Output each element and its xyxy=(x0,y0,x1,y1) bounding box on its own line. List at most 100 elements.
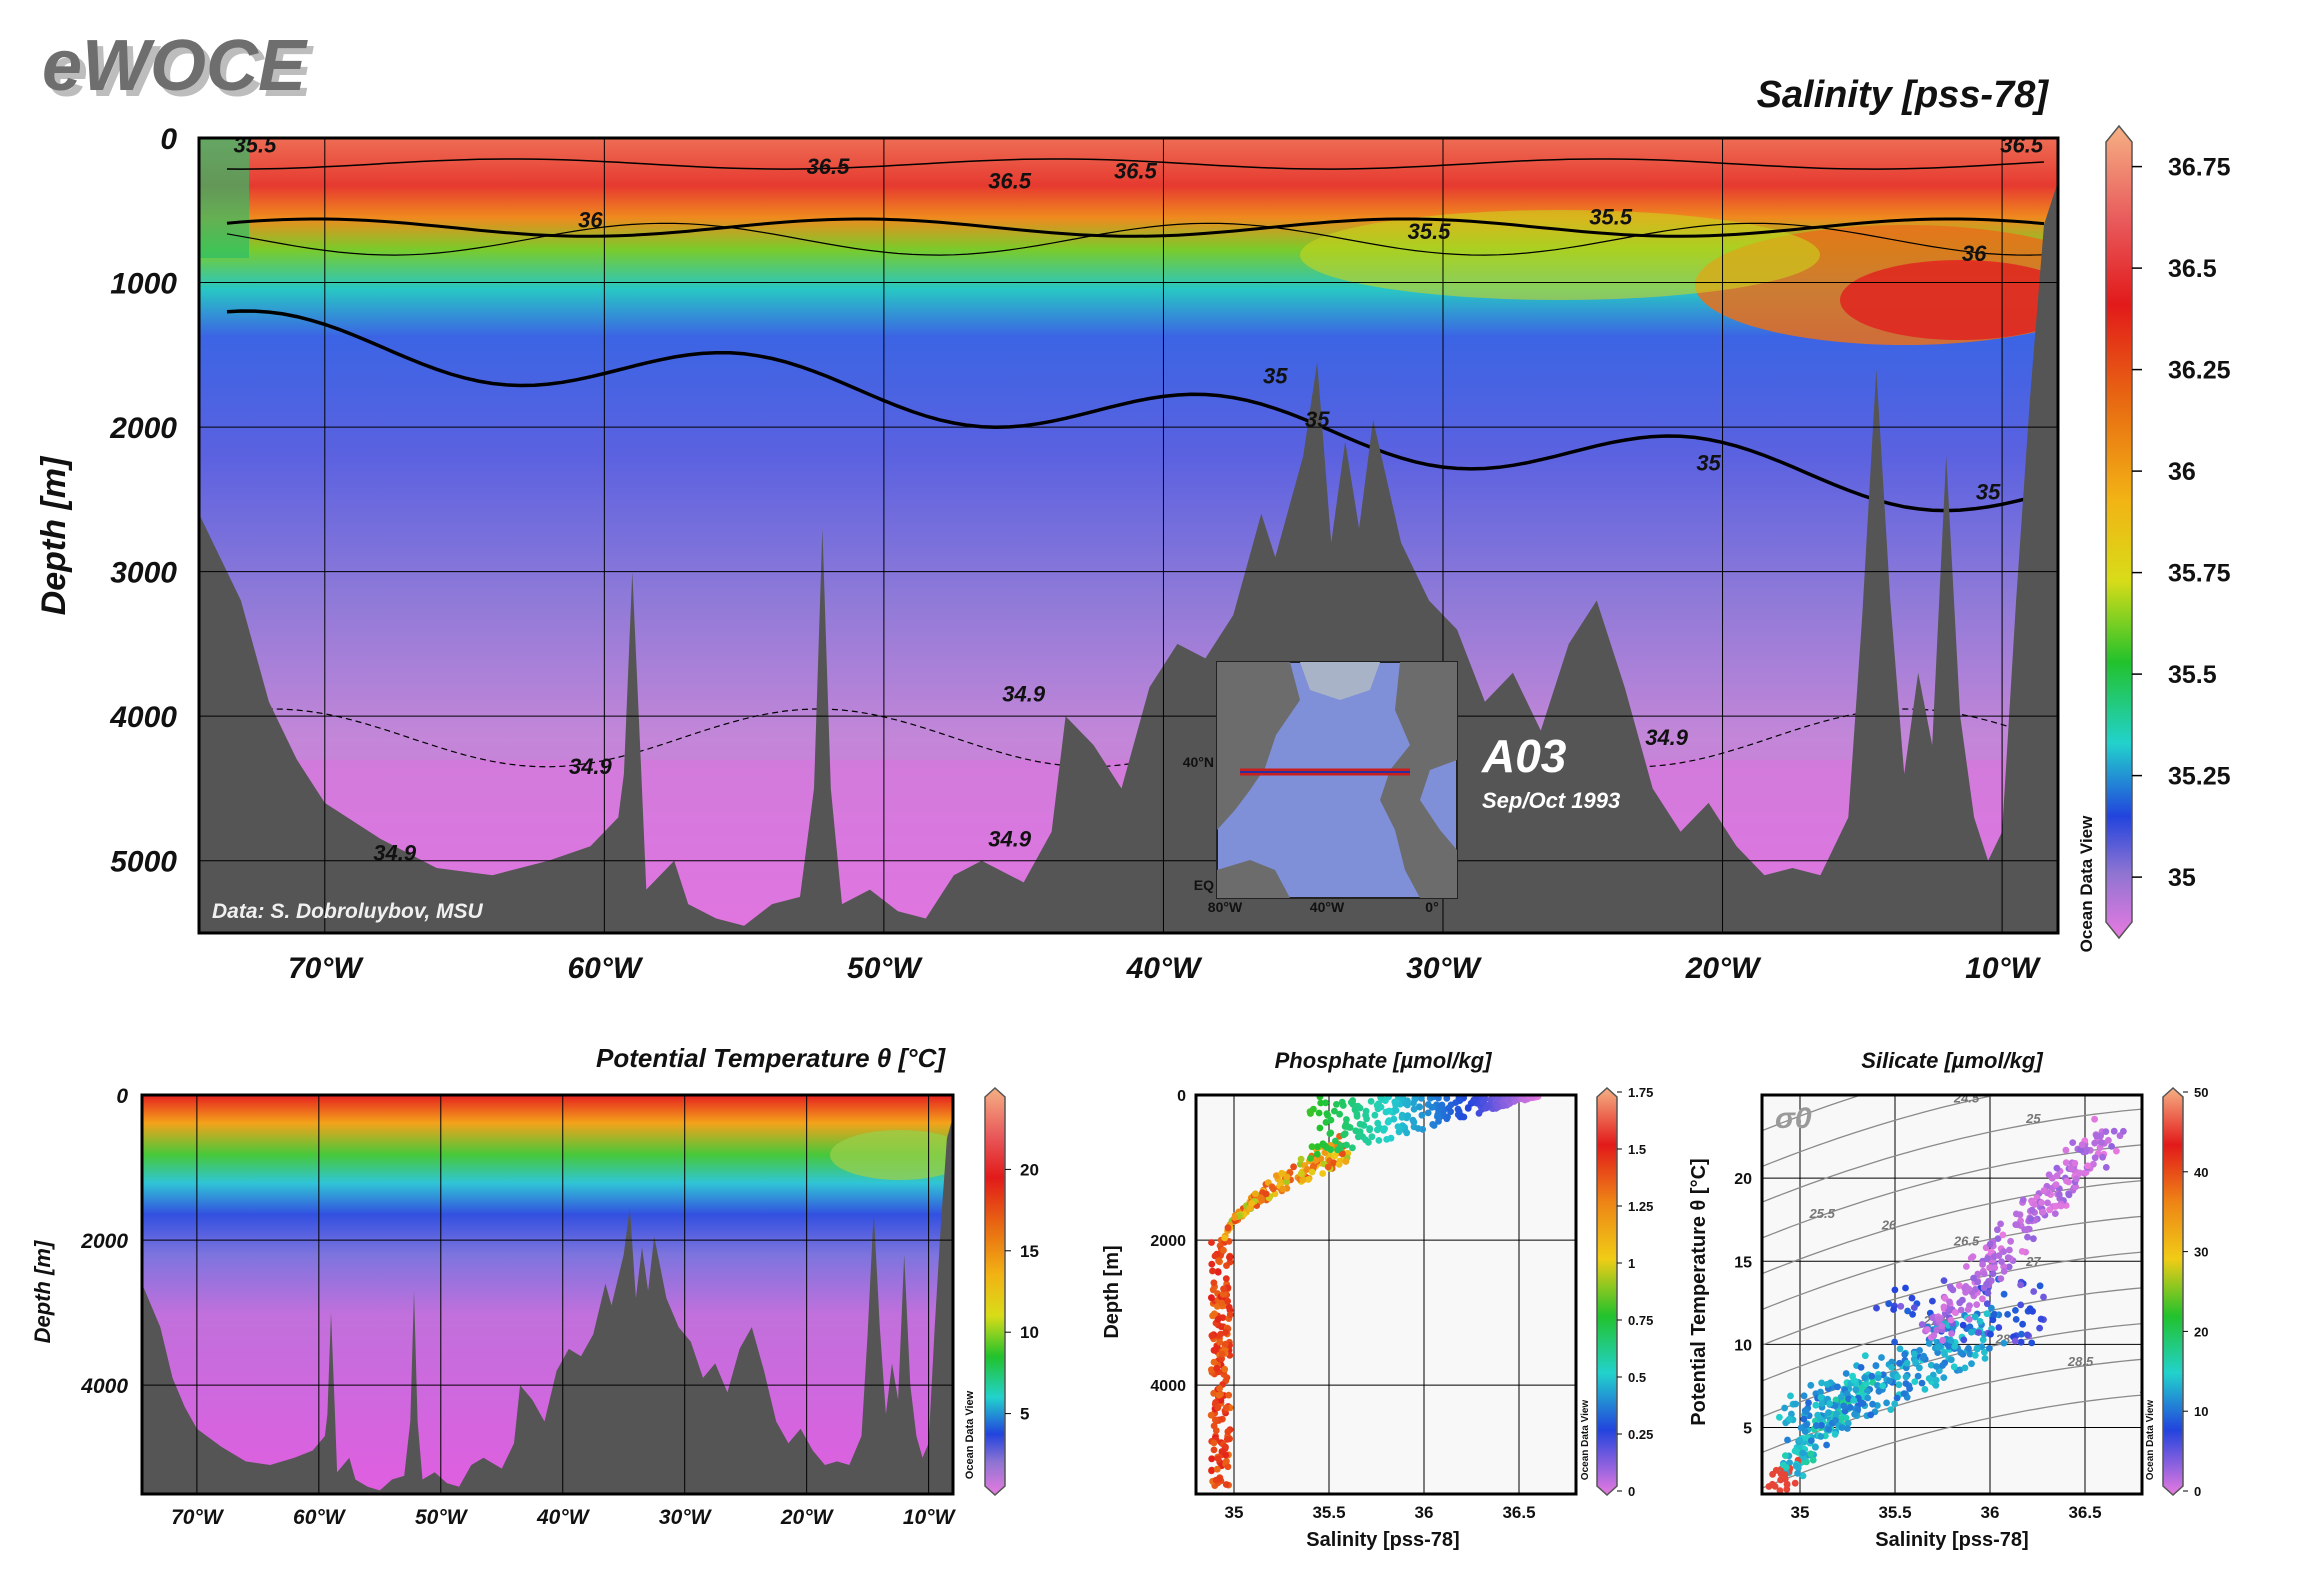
temp-x-tick-label: 30°W xyxy=(659,1506,713,1529)
silicate-point xyxy=(1911,1378,1919,1385)
silicate-point xyxy=(1888,1358,1896,1366)
silicate-point xyxy=(1837,1393,1845,1401)
silicate-y-tick-label: 5 xyxy=(1743,1421,1752,1438)
phosphate-point xyxy=(1327,1116,1335,1124)
silicate-point xyxy=(1950,1363,1958,1371)
phosphate-point xyxy=(1439,1109,1447,1117)
phosphate-frame xyxy=(1194,1093,1578,1496)
silicate-point xyxy=(1896,1345,1904,1353)
silicate-point xyxy=(1873,1304,1880,1312)
phosphate-point xyxy=(1356,1120,1364,1128)
silicate-point xyxy=(1787,1392,1794,1400)
main-x-ticks: 70°W 60°W 50°W 40°W 30°W 20°W 10°W xyxy=(288,952,2042,985)
phosphate-colorbar-tick-label: 1.5 xyxy=(1628,1142,1646,1157)
temp-colorbar-tick-label: 20 xyxy=(1020,1160,1039,1179)
silicate-point xyxy=(1850,1396,1858,1404)
silicate-x-tick-label: 35 xyxy=(1791,1503,1810,1522)
phosphate-point xyxy=(1321,1149,1329,1156)
silicate-point xyxy=(1803,1421,1810,1429)
silicate-point xyxy=(1976,1318,1984,1325)
silicate-point xyxy=(1986,1264,1993,1272)
phosphate-point xyxy=(1314,1143,1321,1151)
inset-north-america xyxy=(1217,662,1300,830)
silicate-point xyxy=(1918,1379,1926,1387)
phosphate-colorbar-tick-label: 1.75 xyxy=(1628,1085,1653,1100)
silicate-point xyxy=(1831,1430,1839,1438)
silicate-point xyxy=(1782,1452,1789,1459)
temp-colorbar-tick-label: 10 xyxy=(1020,1323,1039,1342)
phosphate-point xyxy=(1226,1311,1234,1319)
silicate-point xyxy=(2004,1311,2011,1318)
silicate-point xyxy=(1986,1345,1993,1352)
silicate-point xyxy=(1813,1422,1820,1429)
west-shelf-water xyxy=(199,138,249,258)
phosphate-point xyxy=(1290,1163,1297,1171)
silicate-point xyxy=(1939,1336,1946,1344)
silicate-point xyxy=(1997,1220,2004,1228)
phosphate-point xyxy=(1409,1116,1417,1124)
temp-colorbar-tick-label: 15 xyxy=(1020,1242,1039,1261)
temp-x-tick-label: 70°W xyxy=(171,1506,225,1529)
contour-label: 36.5 xyxy=(1114,158,1158,183)
silicate-point xyxy=(1956,1299,1964,1307)
silicate-point xyxy=(1989,1270,1997,1278)
phosphate-point xyxy=(1392,1101,1399,1109)
temp-colorbar: 20 15 10 5 Ocean Data View xyxy=(964,1086,1039,1497)
silicate-point xyxy=(1973,1301,1981,1308)
silicate-point xyxy=(2027,1215,2035,1223)
silicate-colorbar-tick-label: 40 xyxy=(2194,1165,2208,1180)
silicate-point xyxy=(1991,1264,1999,1272)
silicate-point xyxy=(2077,1146,2085,1154)
silicate-point xyxy=(1940,1277,1948,1284)
phosphate-x-tick-label: 35 xyxy=(1225,1503,1244,1522)
phosphate-point xyxy=(1208,1455,1216,1463)
silicate-x-ticks: 35 35.5 36 36.5 xyxy=(1791,1503,2102,1522)
silicate-point xyxy=(2078,1141,2086,1149)
phosphate-point xyxy=(1308,1143,1316,1151)
salt-lens-core xyxy=(1840,260,2058,340)
phosphate-y-tick-label: 4000 xyxy=(1150,1378,1186,1395)
temp-grid xyxy=(142,1095,953,1494)
silicate-point xyxy=(1788,1410,1795,1418)
silicate-point xyxy=(1959,1321,1967,1329)
main-y-tick-label: 0 xyxy=(160,123,177,156)
silicate-point xyxy=(1901,1350,1909,1358)
silicate-point xyxy=(1769,1480,1776,1488)
silicate-point xyxy=(1989,1316,1997,1324)
temp-x-tick-label: 20°W xyxy=(780,1506,835,1529)
silicate-point xyxy=(1784,1436,1791,1444)
phosphate-point xyxy=(1375,1137,1383,1144)
phosphate-title: Phosphate [µmol/kg] xyxy=(1275,1048,1492,1073)
silicate-point xyxy=(1799,1449,1807,1457)
phosphate-point xyxy=(1414,1125,1422,1132)
silicate-point xyxy=(2017,1301,2025,1309)
silicate-point xyxy=(1934,1344,1942,1351)
silicate-point xyxy=(1986,1240,1994,1248)
warm-tongue xyxy=(830,1130,953,1180)
contour-label: 35 xyxy=(1263,364,1288,389)
main-colorbar-tick-label: 35.5 xyxy=(2168,661,2217,689)
main-frame xyxy=(197,136,2060,935)
contour-label: 36 xyxy=(578,208,603,233)
silicate-point xyxy=(1964,1306,1972,1313)
phosphate-point xyxy=(1385,1107,1393,1115)
silicate-point xyxy=(1979,1336,1987,1344)
silicate-point xyxy=(2084,1162,2092,1170)
silicate-point xyxy=(1971,1351,1979,1359)
silicate-point xyxy=(1863,1380,1870,1388)
silicate-point xyxy=(2044,1199,2051,1207)
main-y-tick-label: 4000 xyxy=(109,701,177,734)
silicate-point xyxy=(1968,1360,1975,1368)
silicate-point xyxy=(2036,1324,2043,1332)
phosphate-point xyxy=(1384,1118,1392,1126)
silicate-point xyxy=(1975,1329,1982,1336)
phosphate-point xyxy=(1356,1104,1364,1112)
phosphate-point xyxy=(1398,1111,1406,1119)
phosphate-point xyxy=(1460,1113,1468,1121)
silicate-point xyxy=(1812,1443,1819,1451)
silicate-point xyxy=(1973,1344,1981,1352)
phosphate-point xyxy=(1212,1427,1220,1434)
phosphate-point xyxy=(1371,1111,1379,1119)
temp-y-ticks: 0 2000 4000 xyxy=(80,1085,128,1398)
